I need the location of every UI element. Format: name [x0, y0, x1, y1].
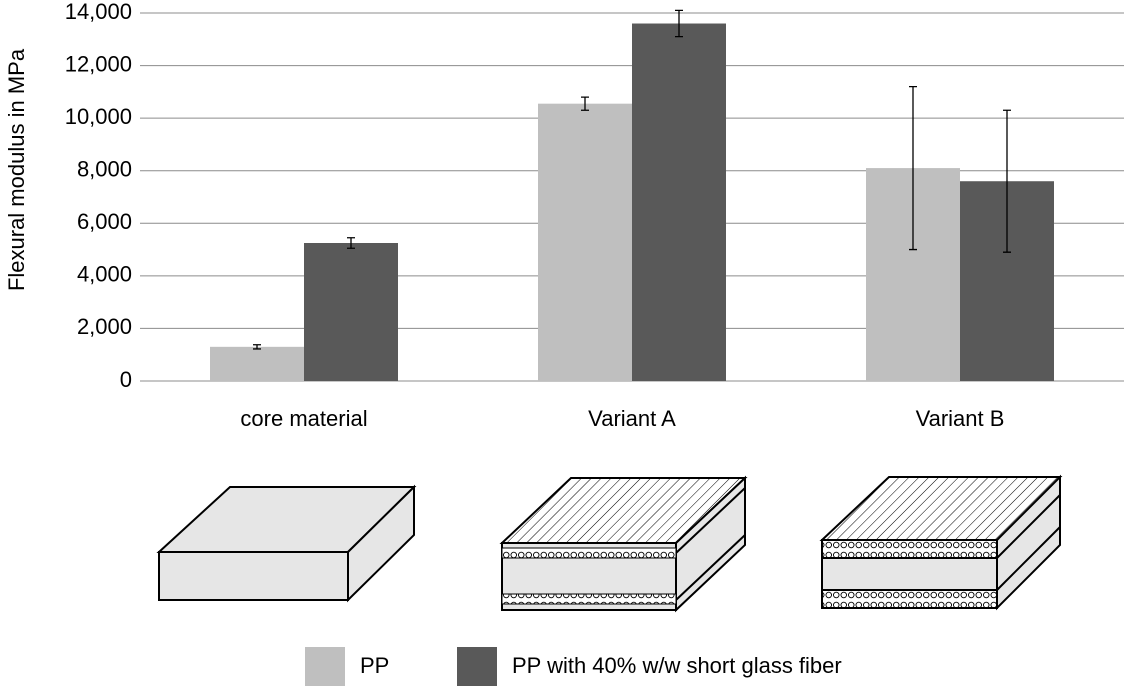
chart: Flexural modulus in MPa 0 2,000 4,000 6,000…: [0, 0, 1134, 686]
x-tick-label: core material: [240, 406, 367, 431]
error-bar: [253, 345, 261, 349]
illustration-variant-a: [502, 478, 745, 610]
legend-swatch: [305, 647, 345, 686]
legend-label: PP with 40% w/w short glass fiber: [512, 653, 842, 678]
y-tick-label: 14,000: [65, 0, 132, 24]
legend-swatch: [457, 647, 497, 686]
bar: [538, 104, 632, 381]
y-axis-label: Flexural modulus in MPa: [4, 48, 29, 291]
y-tick-label: 0: [120, 367, 132, 392]
bar: [210, 347, 304, 381]
y-tick-label: 12,000: [65, 51, 132, 76]
bar: [304, 243, 398, 381]
y-tick-label: 10,000: [65, 104, 132, 129]
y-tick-label: 8,000: [77, 157, 132, 182]
y-tick-label: 4,000: [77, 262, 132, 287]
x-tick-label: Variant A: [588, 406, 676, 431]
legend-label: PP: [360, 653, 389, 678]
illustration-core: [159, 487, 414, 600]
y-tick-label: 6,000: [77, 209, 132, 234]
y-tick-label: 2,000: [77, 314, 132, 339]
illustration-variant-b: [822, 477, 1060, 608]
x-tick-label: Variant B: [916, 406, 1005, 431]
bar: [632, 24, 726, 381]
